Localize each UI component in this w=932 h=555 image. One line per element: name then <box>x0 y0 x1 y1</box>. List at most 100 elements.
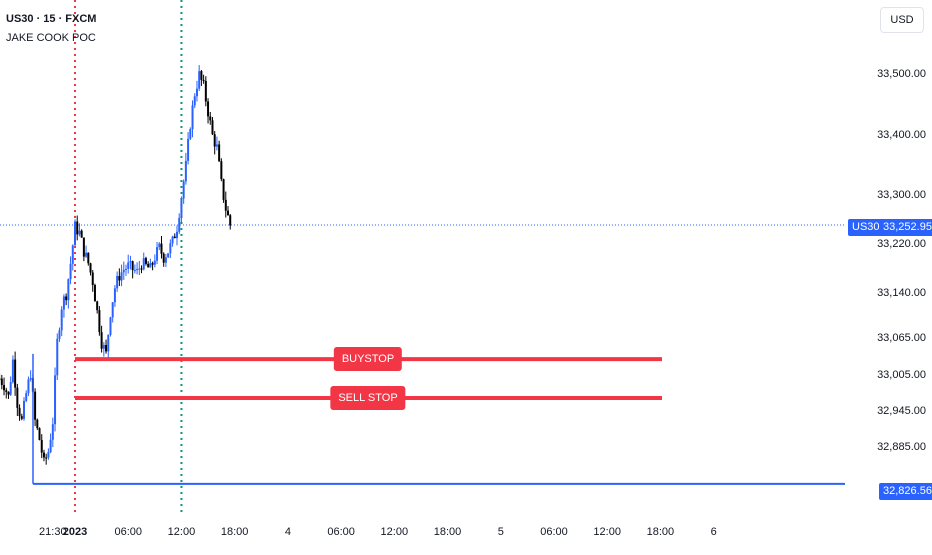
price-axis-label: 33,005.00 <box>877 368 926 381</box>
candle-body-51 <box>111 302 114 318</box>
price-axis-label: 32,945.00 <box>877 404 926 417</box>
candle-body-100 <box>220 161 223 180</box>
candle-body-57 <box>125 268 128 270</box>
candle-body-63 <box>138 268 141 270</box>
candle-body-54 <box>118 276 121 281</box>
candle-body-68 <box>149 263 152 268</box>
candle-body-83 <box>182 181 185 199</box>
candle-body-19 <box>40 439 43 453</box>
candle-body-41 <box>89 263 92 273</box>
candle-body-47 <box>102 345 105 349</box>
candle-body-3 <box>5 390 8 392</box>
candle-body-21 <box>45 457 48 459</box>
symbol-legend[interactable]: US30 · 15 · FXCM <box>6 13 97 25</box>
candle-body-72 <box>158 243 161 248</box>
candle-body-30 <box>65 296 68 301</box>
candle-body-1 <box>0 378 3 386</box>
candle-body-97 <box>213 134 216 147</box>
candle-body-40 <box>87 252 90 264</box>
time-axis-label: 06:00 <box>540 526 568 538</box>
candle-body-45 <box>98 310 101 333</box>
time-axis-label: 06:00 <box>327 526 355 538</box>
candle-body-16 <box>34 391 37 420</box>
candle-body-0 <box>0 378 1 380</box>
candle-body-84 <box>184 160 187 182</box>
candle-body-90 <box>198 71 201 89</box>
candle-body-77 <box>169 243 172 254</box>
candle-body-99 <box>218 144 221 162</box>
candle-body-61 <box>133 270 136 272</box>
candle-body-58 <box>127 262 130 269</box>
price-axis-label: 33,065.00 <box>877 332 926 345</box>
price-axis-label: 33,300.00 <box>877 189 926 202</box>
time-axis-label: 06:00 <box>114 526 142 538</box>
candle-body-7 <box>14 359 17 388</box>
candle-body-32 <box>69 263 72 280</box>
candle-body-74 <box>162 253 165 263</box>
time-axis-label: 18:00 <box>220 526 249 538</box>
candle-body-39 <box>85 252 88 257</box>
poc-level-value-tag: 32,826.56 <box>879 483 932 500</box>
time-axis-label: 12:00 <box>380 526 409 538</box>
candle-body-91 <box>200 71 203 80</box>
candle-body-87 <box>191 105 194 130</box>
candle-body-37 <box>80 230 83 238</box>
candle-body-80 <box>176 231 179 239</box>
candle-body-79 <box>173 236 176 239</box>
candle-body-48 <box>105 345 108 352</box>
time-axis-label: 12:00 <box>593 526 621 538</box>
candle-body-71 <box>156 247 159 261</box>
candle-body-49 <box>107 334 110 352</box>
candle-body-34 <box>74 221 76 246</box>
candle-body-73 <box>160 243 163 254</box>
candle-body-23 <box>49 439 52 453</box>
candle-body-70 <box>153 260 156 265</box>
candle-body-29 <box>62 296 65 310</box>
candle-body-82 <box>180 198 183 218</box>
order-label-buystop[interactable]: BUYSTOP <box>333 347 403 372</box>
price-axis-label: 33,140.00 <box>877 286 926 299</box>
candle-body-35 <box>76 221 79 235</box>
candle-body-81 <box>178 217 181 232</box>
candle-body-18 <box>38 428 41 440</box>
candle-body-69 <box>151 263 154 265</box>
candle-body-103 <box>227 210 230 216</box>
candle-body-14 <box>29 378 32 380</box>
time-axis-label: 2023 <box>62 526 88 538</box>
candle-body-59 <box>129 261 132 263</box>
candle-body-78 <box>171 236 174 244</box>
order-label-sell-stop[interactable]: SELL STOP <box>330 386 406 410</box>
candle-body-42 <box>91 272 94 286</box>
candle-body-36 <box>78 230 81 235</box>
currency-button[interactable]: USD <box>880 7 924 33</box>
candle-body-56 <box>122 269 125 273</box>
candle-body-67 <box>147 263 150 268</box>
candle-body-10 <box>20 416 23 419</box>
price-axis-label: 33,500.00 <box>877 68 926 80</box>
price-axis-label: 32,885.00 <box>877 441 926 454</box>
candle-body-44 <box>96 301 99 311</box>
indicator-legend[interactable]: JAKE COOK POC <box>6 32 96 44</box>
candle-body-60 <box>131 261 134 271</box>
current-price-value-tag: 33,252.95 <box>879 219 932 236</box>
candle-body-12 <box>25 393 28 401</box>
candle-body-43 <box>93 285 96 302</box>
candle-body-101 <box>222 179 225 200</box>
candle-body-75 <box>164 257 167 263</box>
candle-body-66 <box>144 258 147 264</box>
candle-body-24 <box>51 424 54 440</box>
candle-body-65 <box>142 258 145 270</box>
candle-body-20 <box>42 452 45 458</box>
time-axis-label: 18:00 <box>646 526 675 538</box>
candle-body-102 <box>224 199 227 211</box>
candle-body-64 <box>140 268 143 270</box>
candle-body-52 <box>113 288 116 303</box>
candle-body-27 <box>58 330 61 339</box>
candle-body-8 <box>16 387 19 408</box>
candle-body-96 <box>211 120 214 135</box>
candle-body-17 <box>36 419 39 429</box>
candle-body-28 <box>60 309 63 331</box>
time-axis-label: 4 <box>284 526 291 538</box>
